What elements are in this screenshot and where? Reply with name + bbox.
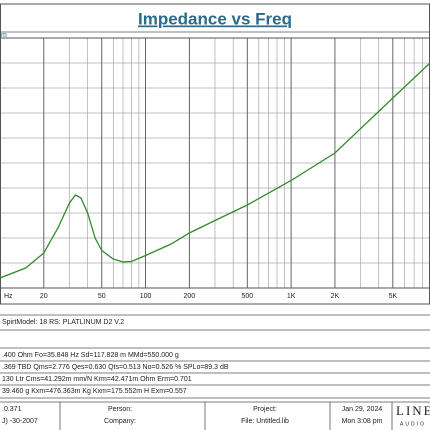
file: File: Untitled.lib xyxy=(241,418,289,425)
x-tick-label: 1K xyxy=(287,293,296,300)
model-text: SpirtModel: 18 RS: PLATLINUM D2 V.2 xyxy=(2,319,124,326)
x-tick-label: 2K xyxy=(331,293,340,300)
person: Person: xyxy=(108,406,132,413)
x-tick-label: 100 xyxy=(140,293,152,300)
param-line: .400 Ohm Fo=35.848 Hz Sd=117.828 m MMd=5… xyxy=(2,352,179,359)
time: Mon 3:08 pm xyxy=(342,418,383,425)
param-line: 39.460 g Kxm=476.363m Kg Kxm=175.552m H … xyxy=(2,388,187,395)
x-tick-label: 50 xyxy=(98,293,106,300)
x-tick-label: 5K xyxy=(389,293,398,300)
project: Project: xyxy=(253,406,277,413)
date-left: J) -30-2007 xyxy=(2,418,38,425)
logo-sub: AUDIO xyxy=(400,421,426,427)
y-axis-label: m xyxy=(1,32,7,39)
x-tick-label: Hz xyxy=(4,293,13,300)
param-line: .369 TBD Qms=2.776 Qes=0.630 Qts=0.513 N… xyxy=(2,364,229,371)
logo: LINE xyxy=(396,403,430,418)
x-tick-label: 20 xyxy=(40,293,48,300)
chart-title: Impedance vs Freq xyxy=(138,9,292,28)
param-line: 130 Ltr Cms=41.292m mm/N Krm=42.471m Ohm… xyxy=(2,376,192,383)
x-tick-label: 500 xyxy=(241,293,253,300)
company: Company: xyxy=(104,418,136,425)
version: .0.371 xyxy=(2,406,22,413)
impedance-line xyxy=(0,62,430,279)
date: Jan 29, 2024 xyxy=(342,406,383,413)
x-tick-label: 200 xyxy=(184,293,196,300)
